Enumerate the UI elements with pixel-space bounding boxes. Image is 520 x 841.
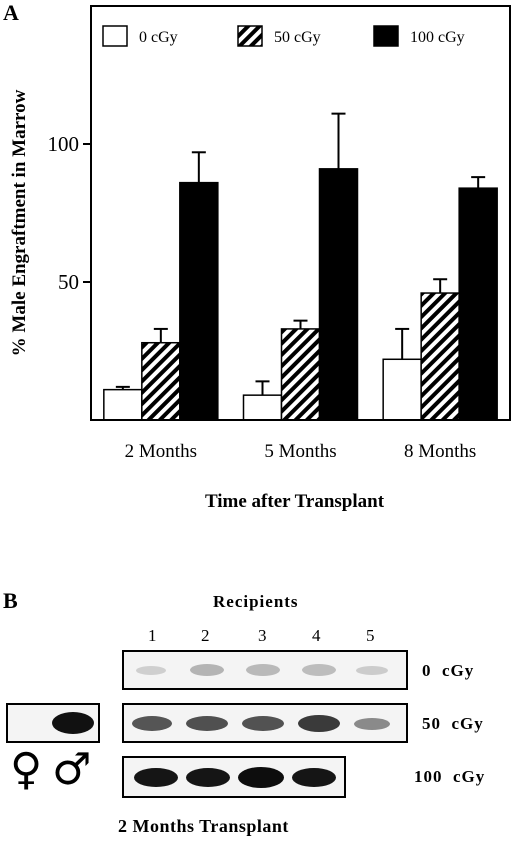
legend-label: 100 cGy [410, 29, 465, 46]
band [186, 716, 228, 731]
x-axis-label: Time after Transplant [205, 491, 385, 512]
engraftment-bar-chart: 0 cGy 50 cGy 100 cGy 50 100 % Male Engraftme… [9, 5, 511, 512]
bar [382, 358, 422, 421]
bar [141, 341, 181, 421]
lane-number-1: 1 [148, 626, 157, 645]
plot-frame [90, 5, 511, 421]
lane-number-4: 4 [312, 626, 321, 645]
recipients-label: Recipients [213, 592, 299, 611]
legend-label: 50 cGy [274, 29, 321, 46]
female-symbol: ♀ [10, 744, 43, 795]
y-tick-label: 50 [58, 270, 79, 294]
legend-swatch [237, 25, 263, 47]
band [136, 666, 166, 675]
lane-number-3: 3 [258, 626, 267, 645]
lane-number-2: 2 [201, 626, 210, 645]
x-tick-label: 8 Months [404, 441, 476, 462]
band [356, 666, 388, 675]
panel-a-letter: A [3, 0, 19, 25]
band [298, 715, 340, 732]
bar [280, 328, 321, 421]
x-tick-label: 5 Months [264, 441, 336, 462]
y-axis-label: % Male Engraftment in Marrow [9, 89, 30, 356]
band [354, 718, 390, 730]
control-male-band [52, 712, 94, 734]
band [134, 768, 178, 787]
bar [458, 187, 498, 421]
male-symbol: ♂ [52, 744, 92, 795]
bar [318, 168, 359, 421]
band [238, 767, 284, 788]
legend-label: 0 cGy [139, 29, 178, 46]
gel-strip-controls [6, 703, 100, 743]
dose-label-50: 50 cGy [422, 714, 484, 733]
panel-b-letter: B [3, 588, 18, 613]
gel-strip-100cgy [122, 756, 346, 798]
band [302, 664, 336, 676]
bar [103, 388, 143, 421]
dose-label-100: 100 cGy [414, 767, 486, 786]
bar [242, 394, 283, 421]
gel-strip-0cgy [122, 650, 408, 690]
gel-caption: 2 Months Transplant [118, 816, 289, 836]
band [246, 664, 280, 676]
y-tick-label: 100 [48, 132, 80, 156]
lane-number-5: 5 [366, 626, 375, 645]
x-tick-label: 2 Months [125, 441, 197, 462]
band [132, 716, 172, 731]
bar [179, 181, 219, 421]
gel-strip-50cgy [122, 703, 408, 743]
band [242, 716, 284, 731]
bar [420, 292, 460, 421]
legend-swatch [102, 25, 128, 47]
band [186, 768, 230, 787]
band [292, 768, 336, 787]
dose-label-0: 0 cGy [422, 661, 475, 680]
band [190, 664, 224, 676]
legend-swatch [373, 25, 399, 47]
